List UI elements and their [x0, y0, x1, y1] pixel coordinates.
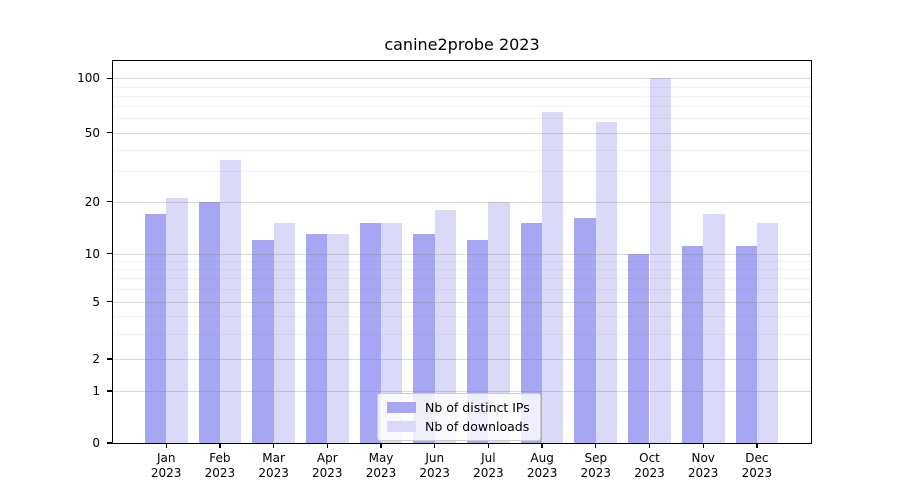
x-tick-mark-jul	[487, 443, 490, 448]
y-tick-label-1: 1	[92, 384, 100, 398]
gridline-major-2	[113, 358, 811, 360]
x-tick-mark-oct	[648, 443, 651, 448]
bar-downloads-jul	[488, 201, 510, 443]
gridline-major-50	[113, 132, 811, 134]
x-tick-label-nov: Nov 2023	[687, 451, 719, 480]
bar-downloads-dec	[756, 223, 779, 443]
bar-downloads-aug	[542, 112, 564, 443]
legend-row-downloads: Nb of downloads	[387, 419, 530, 434]
y-tick-label-0: 0	[92, 436, 100, 450]
x-tick-label-jun: Jun 2023	[419, 451, 450, 480]
gridline-minor-40	[113, 149, 811, 151]
y-tick-mark-20	[107, 201, 112, 203]
legend-row-distinct-ips: Nb of distinct IPs	[387, 400, 530, 415]
x-tick-mark-dec	[756, 443, 758, 448]
gridline-minor-4	[113, 315, 811, 317]
y-tick-mark-10	[107, 252, 112, 255]
x-tick-label-mar: Mar 2023	[258, 451, 289, 480]
y-tick-label-100: 100	[77, 71, 100, 86]
bar-downloads-nov	[703, 213, 725, 443]
x-tick-label-sep: Sep 2023	[580, 451, 612, 480]
bar-downloads-sep	[595, 122, 618, 443]
chart-title: canine2probe 2023	[384, 35, 540, 54]
gridline-minor-80	[113, 95, 811, 97]
plot-area: Nb of distinct IPs Nb of downloads	[112, 60, 812, 444]
gridline-minor-90	[113, 86, 811, 88]
gridline-minor-7	[113, 278, 811, 280]
x-tick-mark-jan	[165, 443, 167, 448]
gridline-major-1	[113, 391, 811, 392]
legend-swatch-distinct-ips	[387, 402, 416, 413]
x-tick-label-apr: Apr 2023	[312, 451, 343, 480]
y-tick-mark-2	[107, 358, 112, 360]
bar-distinct-ips-apr	[305, 233, 328, 443]
bar-downloads-may	[381, 223, 403, 443]
gridline-major-10	[113, 253, 811, 255]
y-tick-label-2: 2	[92, 351, 100, 366]
x-tick-mark-aug	[541, 443, 543, 448]
bar-downloads-oct	[649, 78, 671, 443]
x-tick-mark-mar	[272, 443, 275, 448]
x-tick-mark-jun	[434, 443, 436, 448]
bar-downloads-jun	[434, 209, 457, 443]
x-tick-label-aug: Aug 2023	[526, 451, 558, 480]
y-tick-label-10: 10	[84, 246, 100, 261]
x-tick-mark-feb	[219, 443, 221, 448]
legend-label-distinct-ips: Nb of distinct IPs	[425, 400, 530, 415]
x-tick-label-jul: Jul 2023	[473, 451, 504, 480]
gridline-minor-60	[113, 118, 811, 120]
bar-distinct-ips-mar	[252, 239, 274, 443]
bar-distinct-ips-feb	[198, 201, 220, 443]
gridline-minor-6	[113, 289, 811, 291]
x-tick-mark-nov	[702, 443, 704, 448]
bar-distinct-ips-jan	[144, 213, 167, 443]
x-tick-mark-apr	[326, 443, 328, 448]
gridline-minor-70	[113, 106, 811, 108]
bar-downloads-mar	[273, 223, 295, 443]
gridline-minor-30	[113, 171, 811, 173]
gridline-minor-9	[113, 260, 811, 262]
legend-swatch-downloads	[387, 421, 416, 432]
bar-distinct-ips-may	[359, 223, 381, 443]
y-tick-mark-1	[107, 390, 112, 392]
x-tick-label-feb: Feb 2023	[204, 451, 236, 480]
gridline-minor-8	[113, 269, 811, 271]
bar-distinct-ips-jul	[467, 239, 489, 443]
y-tick-label-20: 20	[84, 194, 100, 209]
y-tick-mark-50	[107, 132, 112, 134]
gridline-minor-3	[113, 333, 811, 335]
bar-distinct-ips-jun	[413, 233, 435, 443]
gridline-major-100	[113, 78, 811, 80]
x-tick-label-oct: Oct 2023	[634, 451, 665, 480]
bar-distinct-ips-aug	[520, 223, 543, 443]
bar-downloads-feb	[219, 159, 242, 443]
y-tick-label-5: 5	[92, 294, 100, 309]
bar-downloads-jan	[166, 198, 188, 443]
bar-distinct-ips-oct	[628, 253, 650, 443]
x-tick-label-may: May 2023	[365, 451, 397, 480]
y-tick-label-50: 50	[84, 125, 100, 140]
legend: Nb of distinct IPs Nb of downloads	[377, 393, 541, 441]
bar-distinct-ips-nov	[681, 246, 704, 443]
x-tick-label-jan: Jan 2023	[150, 451, 182, 480]
gridline-major-20	[113, 201, 811, 203]
x-tick-label-dec: Dec 2023	[741, 451, 773, 480]
bar-distinct-ips-sep	[574, 218, 596, 443]
y-tick-mark-100	[107, 77, 112, 79]
x-tick-mark-sep	[595, 443, 597, 448]
y-tick-mark-0	[107, 442, 112, 444]
legend-label-downloads: Nb of downloads	[425, 419, 530, 434]
bar-distinct-ips-dec	[735, 246, 757, 443]
bar-downloads-apr	[327, 233, 349, 443]
y-tick-mark-5	[107, 300, 112, 303]
x-tick-mark-may	[380, 443, 382, 448]
gridline-major-5	[113, 301, 811, 303]
